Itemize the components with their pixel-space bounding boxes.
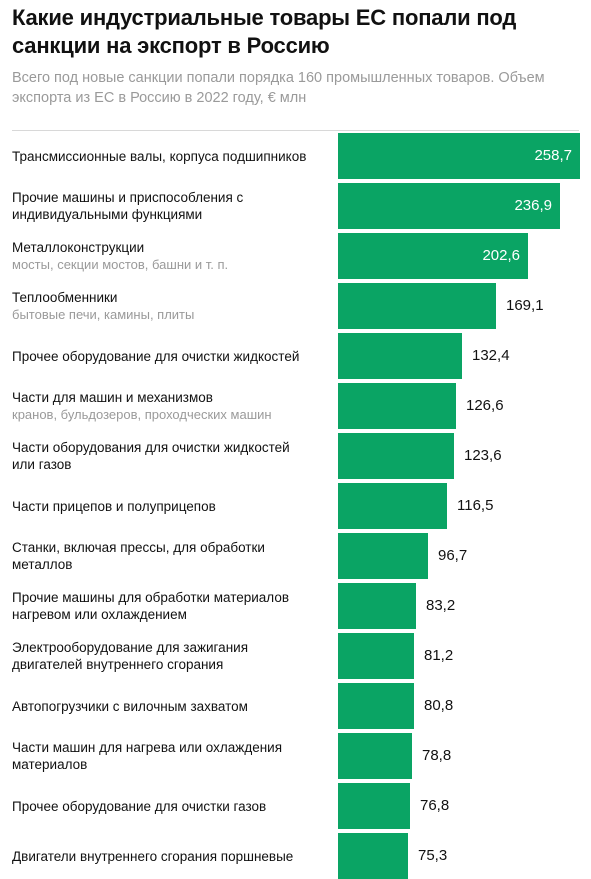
bar-value-label-7: 123,6 — [464, 447, 502, 464]
category-label-12: Автопогрузчики с вилочным захватом — [12, 698, 312, 715]
bar-value-label-12: 80,8 — [424, 697, 454, 714]
category-name: Прочее оборудование для очистки жидкосте… — [12, 348, 300, 364]
bar-value-label-6: 126,6 — [466, 397, 504, 414]
category-label-6: Части для машин и механизмов кранов, буль… — [12, 389, 312, 423]
category-label-15: Двигатели внутреннего сгорания поршневые — [12, 848, 312, 865]
category-label-10: Прочие машины для обработки материалов н… — [12, 589, 312, 623]
category-name: Металлоконструкции — [12, 240, 145, 255]
bar-value-label-15: 75,3 — [418, 847, 448, 864]
category-name: Трансмиссионные валы, корпуса подшипнико… — [12, 148, 307, 164]
category-label-5: Прочее оборудование для очистки жидкосте… — [12, 348, 312, 365]
category-label-1: Трансмиссионные валы, корпуса подшипнико… — [12, 148, 312, 165]
bar-value-label-11: 81,2 — [424, 647, 454, 664]
category-note: мосты, секции мостов, башни и т. п. — [12, 257, 229, 272]
category-name: Прочие машины для обработки материалов н… — [12, 590, 290, 622]
bar-value-label-4: 169,1 — [506, 297, 544, 314]
category-label-9: Станки, включая прессы, для обработки ме… — [12, 539, 312, 573]
bar-value-label-2: 236,9 — [514, 197, 552, 214]
bar-9 — [338, 533, 428, 579]
bar-10 — [338, 583, 416, 629]
category-name: Прочие машины и приспособления с индивид… — [12, 190, 244, 222]
bar-value-label-13: 78,8 — [422, 747, 452, 764]
bar-7 — [338, 433, 454, 479]
bar-15 — [338, 833, 408, 879]
bar-13 — [338, 733, 412, 779]
bar-11 — [338, 633, 414, 679]
bar-6 — [338, 383, 456, 429]
bar-value-label-8: 116,5 — [457, 497, 494, 514]
bar-2 — [338, 183, 560, 229]
bar-value-label-3: 202,6 — [482, 247, 520, 264]
category-name: Электрооборудование для зажигания двигат… — [12, 640, 248, 672]
category-note: кранов, бульдозеров, проходческих машин — [12, 407, 272, 422]
bar-5 — [338, 333, 462, 379]
category-label-14: Прочее оборудование для очистки газов — [12, 798, 312, 815]
bar-8 — [338, 483, 447, 529]
bar-3 — [338, 233, 528, 279]
header-divider — [12, 130, 579, 131]
category-name: Части прицепов и полуприцепов — [12, 498, 216, 514]
category-label-11: Электрооборудование для зажигания двигат… — [12, 639, 312, 673]
bar-value-label-10: 83,2 — [426, 597, 456, 614]
bar-4 — [338, 283, 496, 329]
bar-14 — [338, 783, 410, 829]
category-name: Автопогрузчики с вилочным захватом — [12, 698, 248, 714]
category-name: Прочее оборудование для очистки газов — [12, 798, 267, 814]
bar-value-label-14: 76,8 — [420, 797, 450, 814]
bar-value-label-9: 96,7 — [438, 547, 468, 564]
category-label-7: Части оборудования для очистки жидкостей… — [12, 439, 312, 473]
category-name: Части машин для нагрева или охлаждения м… — [12, 740, 283, 772]
bar-1 — [338, 133, 580, 179]
bar-value-label-1: 258,7 — [534, 147, 572, 164]
bar-12 — [338, 683, 414, 729]
category-label-4: Теплообменники бытовые печи, камины, плит… — [12, 289, 312, 323]
bar-chart: 258,7 Трансмиссионные валы, корпуса подши… — [0, 131, 591, 879]
category-name: Станки, включая прессы, для обработки ме… — [12, 540, 265, 572]
category-note: бытовые печи, камины, плиты — [12, 307, 195, 322]
category-name: Части оборудования для очистки жидкостей… — [12, 440, 290, 472]
bar-value-label-5: 132,4 — [472, 347, 510, 364]
category-label-8: Части прицепов и полуприцепов — [12, 498, 312, 515]
chart-title: Какие индустриальные товары ЕС попали по… — [12, 5, 517, 58]
category-label-3: Металлоконструкции мосты, секции мостов, … — [12, 239, 312, 273]
category-name: Части для машин и механизмов — [12, 390, 213, 405]
category-name: Теплообменники — [12, 290, 118, 305]
chart-subtitle: Всего под новые санкции попали порядка 1… — [12, 70, 545, 106]
category-name: Двигатели внутреннего сгорания поршневые — [12, 848, 294, 864]
category-label-13: Части машин для нагрева или охлаждения м… — [12, 739, 312, 773]
category-label-2: Прочие машины и приспособления с индивид… — [12, 189, 312, 223]
